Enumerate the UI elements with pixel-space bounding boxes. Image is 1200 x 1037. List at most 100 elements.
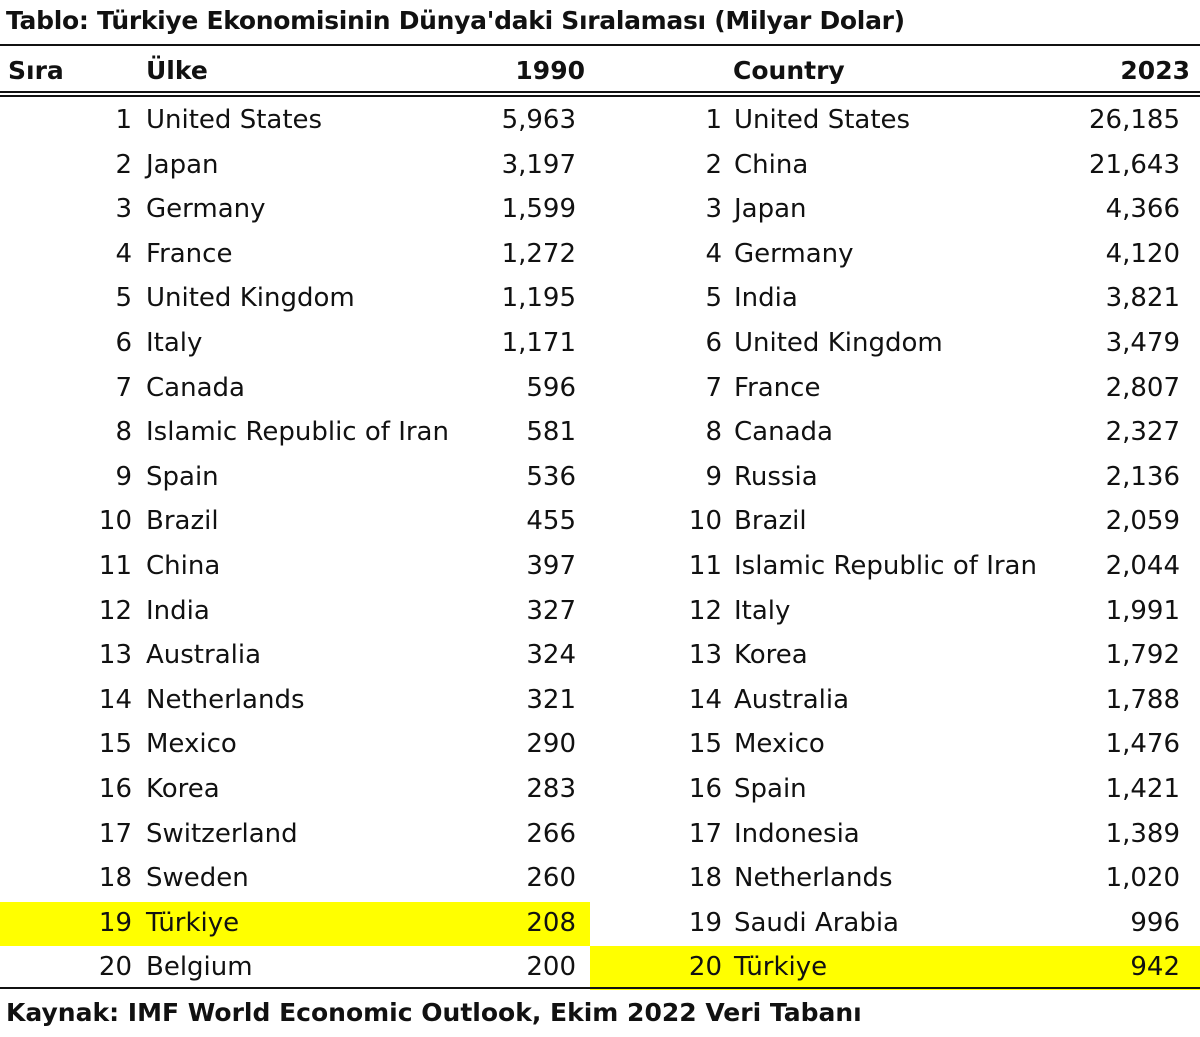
country-cell-1990: Germany (146, 194, 266, 224)
rank-cell-1990: 12 (98, 596, 132, 626)
rank-cell-2023: 9 (705, 462, 722, 492)
country-cell-2023: Mexico (734, 729, 825, 759)
rank-cell-2023: 15 (688, 729, 722, 759)
value-cell-2023: 1,020 (1105, 863, 1180, 893)
value-cell-2023: 1,991 (1105, 596, 1180, 626)
country-cell-2023: Spain (734, 774, 807, 804)
country-cell-1990: Italy (146, 328, 203, 358)
country-cell-2023: Indonesia (734, 819, 860, 849)
rank-cell-2023: 3 (705, 194, 722, 224)
highlight-row-2023 (590, 946, 1200, 990)
rank-cell-2023: 20 (688, 952, 722, 982)
country-cell-1990: Australia (146, 640, 262, 670)
country-cell-1990: Islamic Republic of Iran (146, 417, 449, 447)
value-cell-1990: 327 (526, 596, 576, 626)
value-cell-1990: 290 (526, 729, 576, 759)
country-cell-2023: Italy (734, 596, 791, 626)
country-cell-1990: India (146, 596, 210, 626)
country-cell-1990: Sweden (146, 863, 249, 893)
rank-cell-2023: 4 (705, 239, 722, 269)
table-title: Tablo: Türkiye Ekonomisinin Dünya'daki S… (6, 6, 905, 35)
rank-cell-1990: 14 (98, 685, 132, 715)
value-cell-2023: 3,479 (1105, 328, 1180, 358)
rank-cell-2023: 18 (688, 863, 722, 893)
country-cell-1990: Korea (146, 774, 220, 804)
rank-cell-2023: 14 (688, 685, 722, 715)
country-cell-1990: United States (146, 105, 323, 135)
country-cell-1990: Canada (146, 373, 245, 403)
country-cell-1990: Japan (146, 150, 219, 180)
value-cell-2023: 3,821 (1105, 283, 1180, 313)
value-cell-2023: 942 (1130, 952, 1180, 982)
rank-cell-2023: 7 (705, 373, 722, 403)
country-cell-2023: United Kingdom (734, 328, 943, 358)
header-country-right: Country (733, 56, 845, 85)
rank-cell-2023: 16 (688, 774, 722, 804)
value-cell-2023: 996 (1130, 908, 1180, 938)
rank-cell-1990: 9 (115, 462, 132, 492)
value-cell-2023: 2,807 (1105, 373, 1180, 403)
rank-cell-1990: 7 (115, 373, 132, 403)
value-cell-1990: 1,599 (501, 194, 576, 224)
value-cell-1990: 324 (526, 640, 576, 670)
country-cell-2023: United States (734, 105, 911, 135)
value-cell-2023: 21,643 (1089, 150, 1180, 180)
header-year-right: 2023 (1120, 56, 1190, 85)
rank-cell-1990: 13 (98, 640, 132, 670)
country-cell-2023: Russia (734, 462, 818, 492)
rank-cell-2023: 10 (688, 506, 722, 536)
value-cell-1990: 1,272 (501, 239, 576, 269)
value-cell-1990: 208 (526, 908, 576, 938)
value-cell-1990: 1,171 (501, 328, 576, 358)
highlight-row-1990 (0, 902, 590, 946)
source-note: Kaynak: IMF World Economic Outlook, Ekim… (6, 998, 862, 1027)
value-cell-1990: 283 (526, 774, 576, 804)
rank-cell-2023: 12 (688, 596, 722, 626)
value-cell-1990: 266 (526, 819, 576, 849)
rank-cell-1990: 20 (98, 952, 132, 982)
country-cell-1990: Netherlands (146, 685, 305, 715)
country-cell-2023: Canada (734, 417, 833, 447)
value-cell-1990: 321 (526, 685, 576, 715)
rank-cell-1990: 11 (98, 551, 132, 581)
value-cell-1990: 5,963 (501, 105, 576, 135)
rank-cell-1990: 8 (115, 417, 132, 447)
country-cell-2023: Germany (734, 239, 854, 269)
country-cell-2023: Türkiye (734, 952, 828, 982)
value-cell-2023: 1,788 (1105, 685, 1180, 715)
country-cell-2023: Islamic Republic of Iran (734, 551, 1037, 581)
country-cell-2023: Saudi Arabia (734, 908, 899, 938)
rank-cell-2023: 11 (688, 551, 722, 581)
country-cell-2023: China (734, 150, 809, 180)
country-cell-1990: Brazil (146, 506, 219, 536)
rank-cell-1990: 5 (115, 283, 132, 313)
header-rule-bottom (0, 95, 1200, 97)
table-bottom-rule (0, 987, 1200, 989)
value-cell-2023: 2,059 (1105, 506, 1180, 536)
country-cell-2023: Netherlands (734, 863, 893, 893)
country-cell-1990: Mexico (146, 729, 237, 759)
value-cell-1990: 536 (526, 462, 576, 492)
rank-cell-1990: 19 (98, 908, 132, 938)
country-cell-1990: Türkiye (146, 908, 240, 938)
rank-cell-2023: 8 (705, 417, 722, 447)
header-rule-top (0, 91, 1200, 93)
rank-cell-1990: 3 (115, 194, 132, 224)
rank-cell-2023: 13 (688, 640, 722, 670)
value-cell-1990: 3,197 (501, 150, 576, 180)
value-cell-2023: 4,120 (1105, 239, 1180, 269)
rank-cell-1990: 16 (98, 774, 132, 804)
country-cell-1990: Switzerland (146, 819, 298, 849)
country-cell-1990: United Kingdom (146, 283, 355, 313)
country-cell-2023: Brazil (734, 506, 807, 536)
value-cell-2023: 2,327 (1105, 417, 1180, 447)
title-rule (0, 44, 1200, 46)
rank-cell-1990: 6 (115, 328, 132, 358)
value-cell-1990: 200 (526, 952, 576, 982)
country-cell-2023: Japan (734, 194, 807, 224)
rank-cell-1990: 18 (98, 863, 132, 893)
rank-cell-2023: 2 (705, 150, 722, 180)
rank-cell-1990: 10 (98, 506, 132, 536)
rank-cell-2023: 19 (688, 908, 722, 938)
value-cell-1990: 455 (526, 506, 576, 536)
